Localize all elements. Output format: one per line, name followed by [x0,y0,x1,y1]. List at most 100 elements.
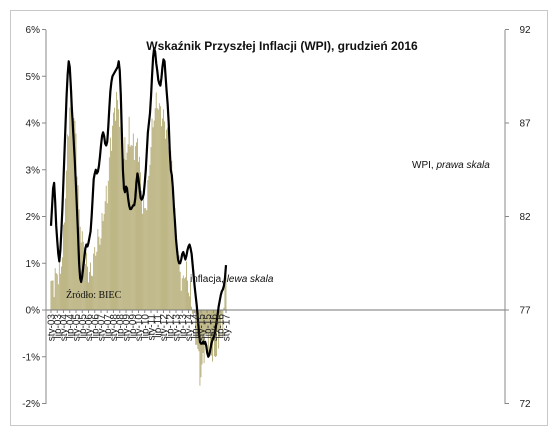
inflation-bar [174,208,176,310]
inflation-bar [172,188,174,310]
inflation-series-label: inflacja, lewa skala [190,274,274,285]
inflation-bar [180,290,182,310]
inflation-bar [151,118,153,310]
inflation-bar [178,255,180,310]
inflation-bar [199,310,201,386]
inflation-bar [156,108,158,310]
inflation-bar [84,264,86,310]
x-tick-label: lip-04 [65,314,76,339]
inflation-bar [205,310,207,335]
inflation-bar [141,190,142,310]
inflation-bar [87,266,88,310]
wpi-scale-text: prawa skala [435,160,490,171]
x-tick-label: sty-08 [109,314,120,342]
inflation-bar [75,133,77,310]
inflation-bar [170,150,172,310]
inflation-bar [165,138,166,310]
left-tick-label: 2% [26,212,41,223]
inflation-bar [128,116,130,310]
inflation-bar [154,108,156,310]
inflation-bar [61,266,62,310]
inflation-bar [65,198,66,310]
inflation-bar [150,147,152,310]
inflation-bar [99,244,101,310]
inflation-bar [155,92,157,310]
right-tick-label: 77 [519,306,531,317]
inflation-bar [59,273,61,310]
inflation-bar [162,118,163,310]
wpi-label-text: WPI, [412,160,434,171]
x-tick-label: sty-09 [122,314,133,342]
inflation-bar [69,107,71,311]
inflation-bar [71,90,73,310]
inflation-bar [179,271,181,310]
inflation-bar [221,310,223,315]
inflation-bar [105,185,107,310]
inflation-bar [106,203,108,310]
inflation-bar [161,126,162,311]
x-tick-label: sty-03 [47,314,58,342]
inflation-bar [222,310,224,337]
left-tick-label: 5% [26,72,41,83]
x-tick-label: sty-14 [184,314,195,342]
inflation-bar [97,229,99,310]
inflation-bar [72,121,74,311]
inflation-bar [70,97,72,311]
inflation-bar [176,256,178,310]
inflation-bar [148,175,150,310]
inflation-bar [95,255,97,310]
inflation-bar [86,252,87,310]
left-tick-label: -2% [22,399,40,410]
inflation-bar [132,133,134,310]
x-tick-label: lip-16 [215,314,226,339]
x-tick-label: sty-07 [97,314,108,342]
inflation-bar [188,292,189,310]
inflation-bar [94,247,96,310]
inflation-bar [171,160,173,310]
inflation-bar [52,280,54,310]
inflation-bar [177,251,179,310]
x-tick-label: sty-04 [59,314,70,342]
x-tick-label: lip-15 [203,314,214,339]
inflation-bar [115,120,116,310]
inflation-bar [125,160,127,310]
x-tick-label: sty-05 [72,314,83,342]
inflation-bar [167,127,169,310]
inflation-bar [164,121,165,310]
inflation-bar [139,156,140,310]
inflation-bar [216,310,217,357]
inflation-bar [189,296,190,310]
inflation-bar [145,208,147,310]
inflation-bar [120,111,122,311]
inflation-bar [74,120,76,311]
inflation-bar [142,213,144,310]
x-tick-label: sty-16 [209,314,220,342]
x-tick-label: sty-11 [147,314,158,341]
left-tick-label: 4% [26,119,41,130]
left-tick-label: 3% [26,165,41,176]
inflation-bar [212,310,213,362]
left-tick-label: 6% [26,25,41,36]
inflation-bar [149,164,151,310]
inflation-bar [137,138,138,310]
inflation-bar [202,310,204,353]
inflation-bar [83,261,85,310]
inflation-bar [93,253,95,310]
x-tick-label: lip-13 [178,314,189,339]
inflation-bar [51,280,53,310]
inflation-bar [63,224,64,310]
x-tick-label: lip-08 [115,314,126,339]
x-tick-label: sty-17 [222,314,233,342]
inflation-bar [102,221,104,310]
x-tick-label: lip-07 [103,314,114,339]
source-note: Źródło: BIEC [66,289,122,301]
inflation-bar [206,310,208,333]
x-tick-label: sty-10 [134,314,145,342]
inflation-bar [218,310,220,349]
x-tick-label: sty-06 [84,314,95,342]
inflation-bar [73,117,75,311]
inflation-bar [163,109,164,310]
inflation-bar [190,281,191,310]
left-tick-label: -1% [22,352,40,363]
